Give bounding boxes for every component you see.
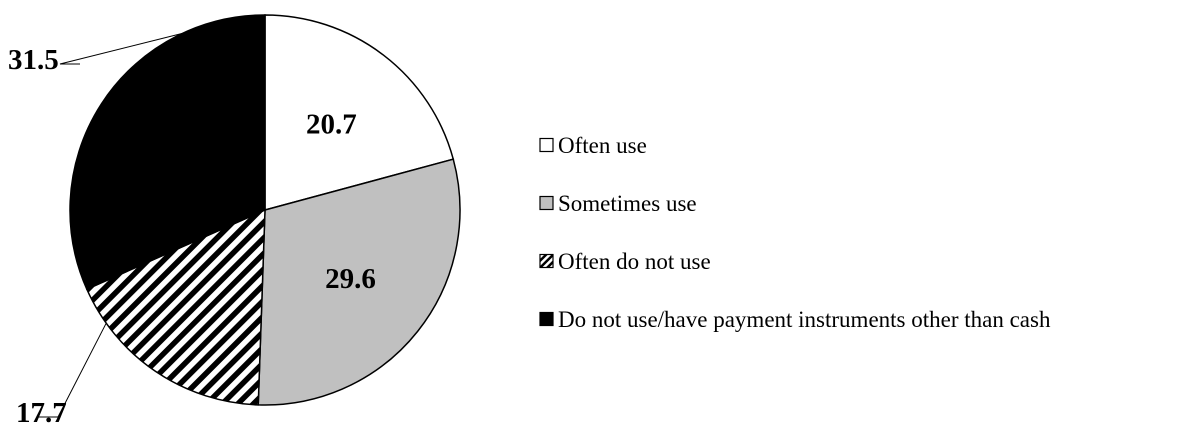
legend-item-3: Often do not use: [539, 249, 711, 274]
pie-slices: [69, 14, 461, 406]
data-label-4: 31.5: [8, 44, 59, 76]
legend-label-4: Do not use/have payment instruments othe…: [558, 307, 1051, 332]
pie-slice-3: [85, 208, 266, 406]
legend-swatch-1: [539, 137, 554, 153]
legend-label-2: Sometimes use: [558, 191, 697, 216]
pie-slice-1: [264, 14, 455, 211]
data-label-2: 29.6: [325, 263, 376, 295]
legend-item-2: Sometimes use: [539, 191, 697, 216]
legend-swatch-4: [539, 311, 554, 327]
legend-swatch-2: [539, 195, 554, 211]
pie-slice-4: [69, 14, 266, 291]
leader-line-3: [38, 322, 107, 418]
legend-label-1: Often use: [558, 133, 647, 158]
legend-swatch-3: [539, 253, 554, 269]
data-label-3: 17.7: [16, 397, 67, 429]
legend: Often use Sometimes use Often do not use Do…: [539, 133, 1051, 332]
pie-slice-2: [257, 158, 461, 406]
legend-item-4: Do not use/have payment instruments othe…: [539, 307, 1051, 332]
legend-item-1: Often use: [539, 133, 647, 158]
legend-label-3: Often do not use: [558, 249, 711, 274]
leader-lines: [38, 32, 183, 418]
leader-line-4: [59, 32, 183, 65]
data-label-1: 20.7: [306, 108, 357, 140]
data-labels: 20.7 29.6 17.7 31.5: [8, 44, 376, 429]
